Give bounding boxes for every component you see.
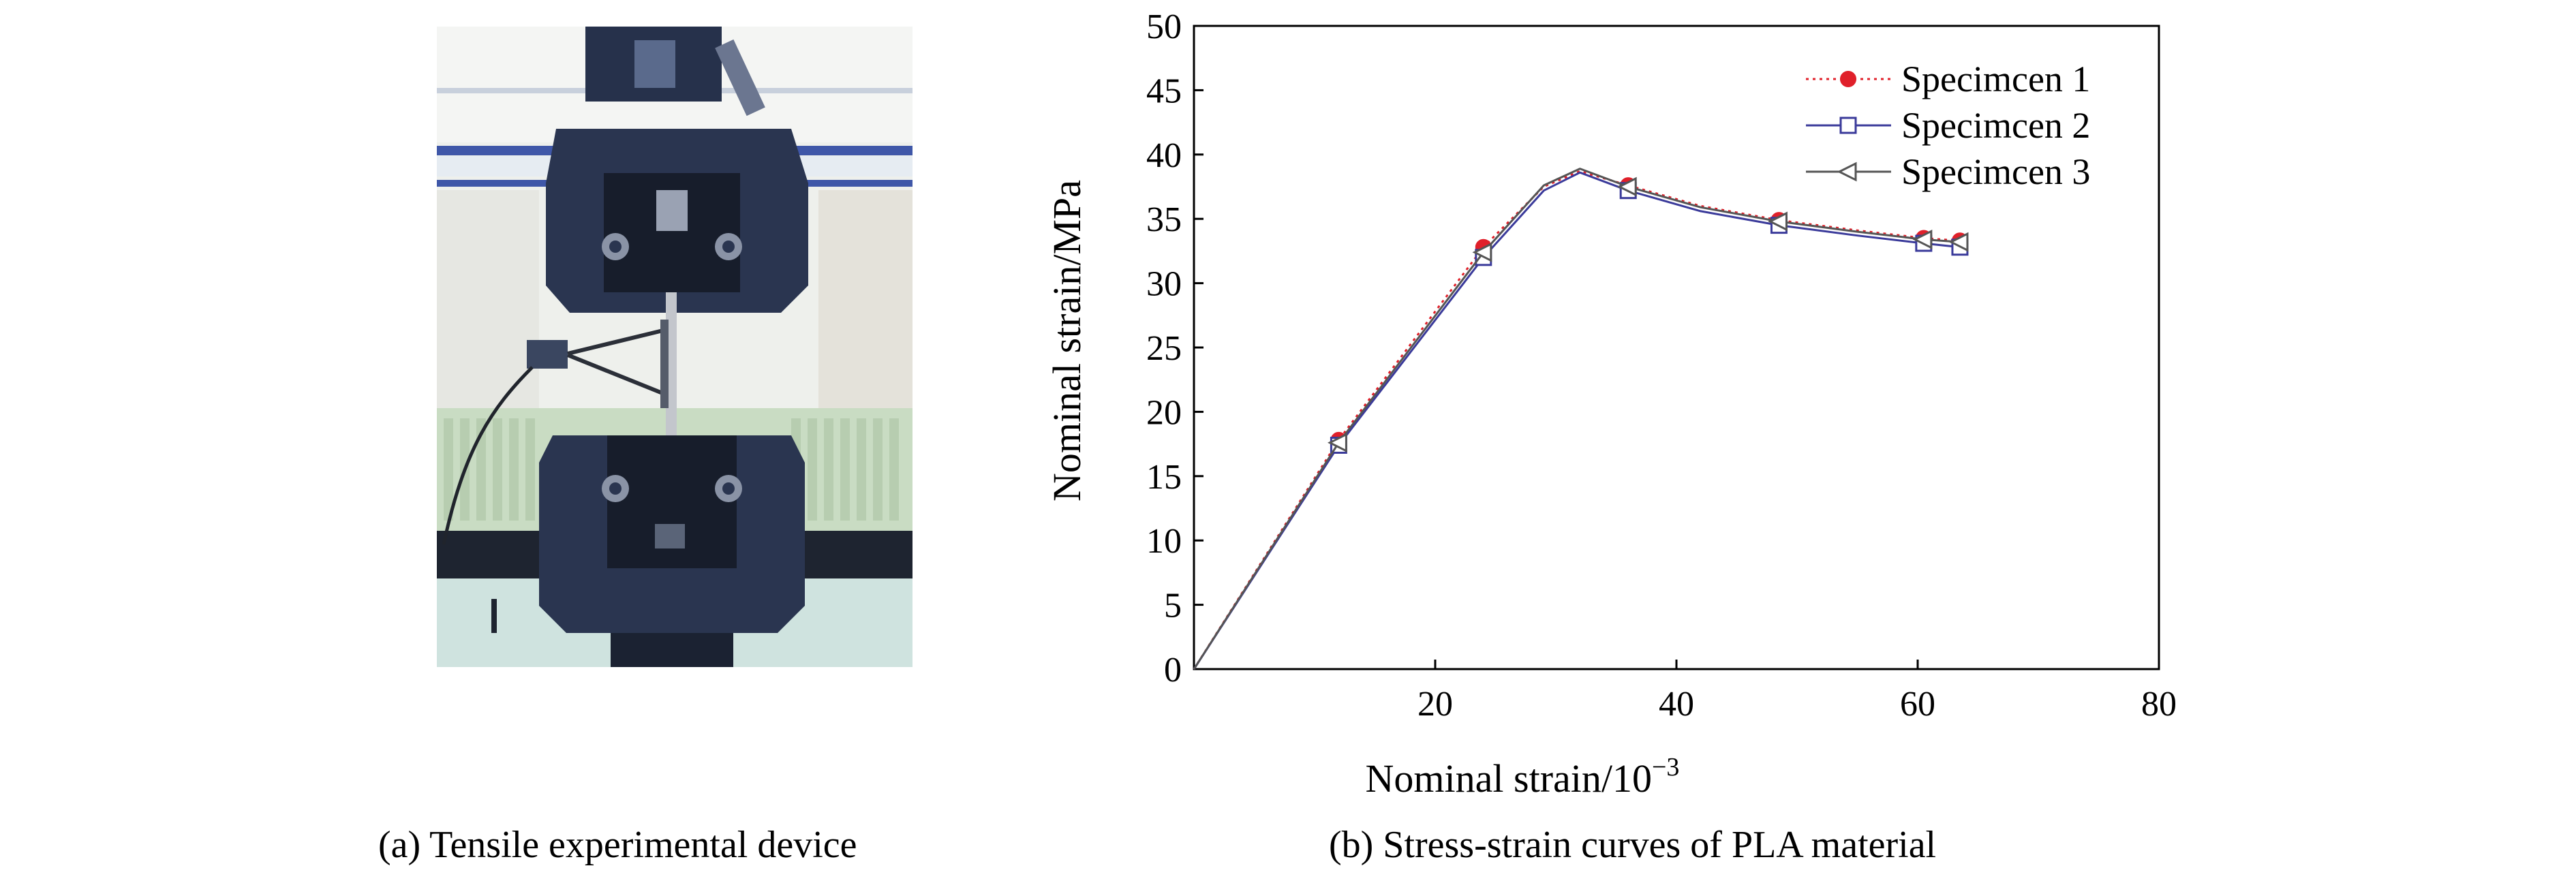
series-3-point (1616, 176, 1637, 197)
series-layer (1193, 168, 1969, 670)
y-axis: 0 5 10 15 20 25 30 35 40 45 50 (1146, 7, 1203, 690)
y-tick-label: 40 (1146, 136, 1182, 175)
series-line-3 (1193, 168, 1961, 670)
legend: Specimcen 1 Specimcen 2 Specimcen 3 (1806, 59, 2090, 192)
y-tick-label: 45 (1146, 72, 1182, 110)
y-tick-label: 25 (1146, 329, 1182, 368)
y-tick-label: 0 (1164, 651, 1182, 690)
x-tick-label: 60 (1900, 685, 1935, 724)
series-3-point (1768, 211, 1788, 232)
tensile-device-photo (437, 27, 913, 667)
caption-panel-a: (a) Tensile experimental device (378, 824, 857, 866)
y-axis-title: Nominal strain/MPa (1045, 180, 1089, 501)
series-3-point (1472, 242, 1492, 262)
x-axis: 20 40 60 80 (1417, 660, 2177, 724)
x-tick-label: 20 (1417, 685, 1453, 724)
legend-marker-2 (1839, 117, 1857, 134)
x-tick-label: 40 (1659, 685, 1694, 724)
y-tick-label: 5 (1164, 587, 1182, 625)
x-axis-title-superscript: −3 (1652, 753, 1679, 782)
y-tick-label: 10 (1146, 522, 1182, 561)
series-3-point (1912, 229, 1933, 249)
y-tick-label: 20 (1146, 393, 1182, 432)
legend-label-1: Specimcen 1 (1901, 59, 2090, 99)
y-tick-label: 30 (1146, 265, 1182, 304)
series-line-1 (1193, 170, 1961, 670)
x-axis-title: Nominal strain/10−3 (1366, 753, 1680, 801)
y-tick-label: 15 (1146, 458, 1182, 497)
stress-strain-chart: 0 5 10 15 20 25 30 35 40 45 50 20 40 60 80 Specimcen … (1022, 0, 2249, 811)
legend-label-3: Specimcen 3 (1901, 151, 2090, 192)
series-3-point (1328, 433, 1347, 453)
series-3-point (1948, 232, 1969, 252)
y-tick-label: 35 (1146, 200, 1182, 239)
legend-label-2: Specimcen 2 (1901, 105, 2090, 146)
x-axis-title-main: Nominal strain/10 (1366, 756, 1652, 801)
caption-panel-b: (b) Stress-strain curves of PLA material (1329, 824, 1937, 866)
y-tick-label: 50 (1146, 7, 1182, 46)
legend-marker-3 (1837, 161, 1857, 182)
legend-marker-1 (1840, 71, 1856, 87)
series-line-2 (1193, 171, 1961, 670)
x-tick-label: 80 (2141, 685, 2177, 724)
